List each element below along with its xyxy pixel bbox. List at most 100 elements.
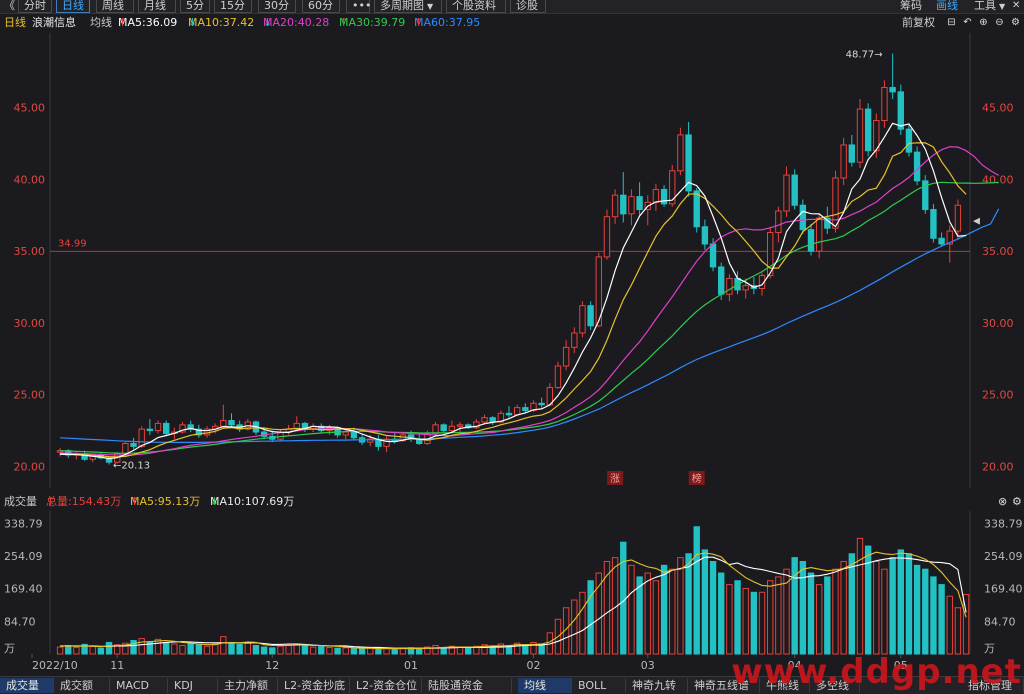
y-tick-label-left: 35.00 — [14, 245, 46, 258]
candle-body — [807, 229, 815, 252]
volume-bar — [628, 564, 635, 655]
candle-body — [138, 428, 145, 447]
undo-icon[interactable]: ↶ — [963, 17, 972, 28]
volume-bar — [620, 541, 627, 655]
candle-body — [848, 144, 856, 163]
candle-body — [718, 266, 725, 295]
tab-daily[interactable]: 日线 — [56, 0, 90, 13]
lock-icon[interactable]: ⊟ — [947, 17, 956, 28]
volume-bar — [179, 645, 186, 655]
indicator-tabs: 成交量 成交额 MACD KDJ 主力净额 L2-资金抄底 L2-资金仓位 陆股… — [0, 676, 1024, 694]
candle-body — [832, 177, 839, 229]
candle-body — [685, 134, 692, 192]
tab-magic-five[interactable]: 神奇五线谱 — [688, 678, 760, 693]
volume-bar — [130, 640, 137, 655]
tab-30min[interactable]: 30分 — [258, 0, 296, 13]
tab-boll[interactable]: BOLL — [572, 678, 626, 693]
volume-bar — [677, 557, 684, 655]
tab-15min[interactable]: 15分 — [214, 0, 252, 13]
tab-long-short[interactable]: 多空线 — [810, 678, 860, 693]
candle-body — [350, 431, 358, 439]
candle-body — [440, 424, 447, 432]
volume-bar — [571, 599, 578, 655]
candle-body — [595, 256, 602, 327]
volume-ma5-text: MA5:95.13万 — [130, 495, 201, 508]
zoom-out-icon[interactable]: ⊖ — [995, 17, 1004, 28]
volume-bar — [228, 641, 235, 655]
event-tag — [688, 471, 705, 485]
vol-unit-right: 万 — [984, 642, 995, 655]
volume-bar — [726, 584, 733, 655]
candle-body — [856, 108, 864, 163]
candle-body — [726, 277, 733, 295]
vol-tick-label-right: 84.70 — [984, 615, 1016, 628]
stock-name[interactable]: 浪潮信息 — [32, 16, 76, 29]
volume-bar — [203, 645, 211, 655]
x-tick-label: 11 — [110, 659, 124, 672]
volume-bar — [954, 607, 962, 655]
tab-magic-nine[interactable]: 神奇九转 — [626, 678, 688, 693]
adjust-selector[interactable]: 前复权 — [902, 16, 935, 29]
tab-monthly[interactable]: 月线 — [138, 0, 176, 13]
tools-button[interactable]: 工具 ▼ — [974, 0, 1005, 13]
volume-bar — [693, 526, 700, 655]
low-price-annotation: ←20.13 — [113, 461, 150, 472]
more-icon[interactable]: ••• — [346, 0, 371, 13]
close-icon[interactable]: ⊗ — [998, 495, 1008, 508]
tab-bull-bear[interactable]: 牛熊线 — [760, 678, 810, 693]
tab-kdj[interactable]: KDJ — [168, 678, 218, 693]
candle-body — [122, 443, 129, 455]
candle-body — [897, 91, 904, 130]
reference-line-label: 34.99 — [58, 238, 87, 249]
volume-bar — [815, 584, 823, 655]
tab-l2-bottom[interactable]: L2-资金抄底 — [278, 678, 350, 693]
volume-chart[interactable]: 338.79 338.79 254.09 254.09 169.40 169.40 84.7… — [0, 494, 1024, 676]
candle-body — [775, 210, 782, 234]
tab-volume[interactable]: 成交量 — [0, 678, 54, 693]
volume-bar — [481, 644, 488, 655]
volume-bar — [873, 560, 880, 655]
volume-bar — [758, 591, 766, 655]
candle-body — [130, 443, 137, 447]
settings-icon[interactable]: ⚙ — [1011, 17, 1020, 28]
volume-title[interactable]: 成交量 — [4, 495, 37, 508]
tab-60min[interactable]: 60分 — [302, 0, 340, 13]
volume-bar — [342, 647, 349, 655]
volume-bar — [56, 646, 64, 655]
x-tick-label: 01 — [404, 659, 418, 672]
tab-turnover[interactable]: 成交额 — [54, 678, 110, 693]
vol-tick-label-left: 338.79 — [4, 517, 43, 530]
tab-intraday[interactable]: 分时 — [18, 0, 52, 13]
candle-body — [603, 216, 611, 258]
stock-info-button[interactable]: 个股资料 — [446, 0, 506, 13]
candle-body — [905, 128, 913, 153]
chips-button[interactable]: 筹码 — [900, 0, 922, 12]
volume-bar — [889, 557, 896, 655]
tab-hk-connect[interactable]: 陆股通资金 — [422, 678, 512, 693]
candle-body — [448, 425, 456, 432]
close-icon[interactable]: ✕ — [1012, 0, 1021, 11]
candle-body — [815, 217, 823, 252]
multi-period-dropdown[interactable]: 多周期图 ▼ — [374, 0, 442, 13]
drawing-button[interactable]: 画线 — [936, 0, 958, 12]
volume-bar — [742, 587, 749, 655]
ma-label[interactable]: 均线 — [90, 16, 112, 29]
volume-ma10-text: MA10:107.69万 — [210, 495, 295, 508]
tab-l2-position[interactable]: L2-资金仓位 — [350, 678, 422, 693]
diagnose-button[interactable]: 诊股 — [510, 0, 546, 13]
volume-bar — [595, 572, 602, 655]
tab-main-net[interactable]: 主力净额 — [218, 678, 278, 693]
tab-macd[interactable]: MACD — [110, 678, 168, 693]
candle-body — [505, 412, 513, 416]
tab-weekly[interactable]: 周线 — [96, 0, 134, 13]
settings-icon[interactable]: ⚙ — [1012, 495, 1022, 508]
tab-5min[interactable]: 5分 — [180, 0, 210, 13]
tab-ma[interactable]: 均线 — [518, 678, 572, 693]
candle-body — [342, 431, 349, 436]
candle-body — [889, 87, 896, 93]
back-icon[interactable]: 《 — [4, 0, 15, 12]
volume-bar — [318, 645, 325, 655]
zoom-in-icon[interactable]: ⊕ — [979, 17, 988, 28]
ma5-text: MA5:36.09 — [118, 16, 178, 29]
